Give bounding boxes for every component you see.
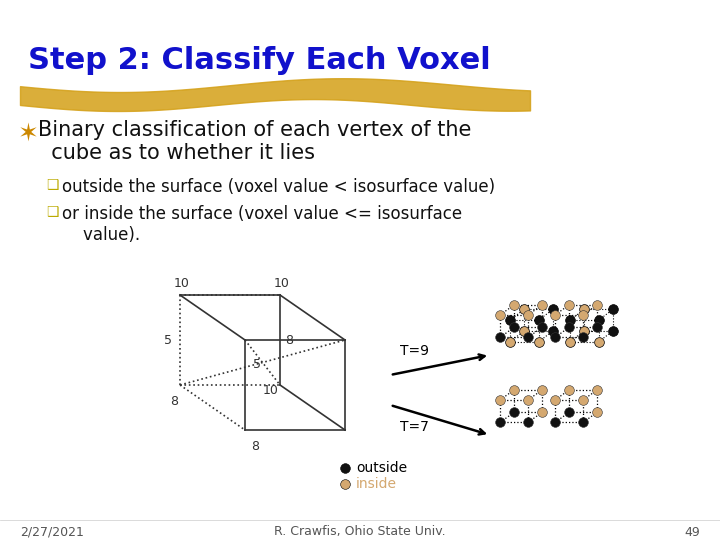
Text: ❑: ❑ [46,178,58,192]
Text: 49: 49 [684,525,700,538]
Text: R. Crawfis, Ohio State Univ.: R. Crawfis, Ohio State Univ. [274,525,446,538]
Text: 5: 5 [164,334,172,347]
Text: Binary classification of each vertex of the
  cube as to whether it lies: Binary classification of each vertex of … [38,120,472,163]
Text: 8: 8 [251,440,259,453]
Text: 8: 8 [285,334,293,347]
Text: outside the surface (voxel value < isosurface value): outside the surface (voxel value < isosu… [62,178,495,196]
Text: T=9: T=9 [400,344,429,358]
Text: 10: 10 [274,277,290,290]
Text: 10: 10 [174,277,190,290]
Text: inside: inside [356,477,397,491]
Text: outside: outside [356,461,407,475]
Text: 10: 10 [263,383,279,396]
Text: 8: 8 [170,395,178,408]
Text: ✶: ✶ [18,122,39,146]
Text: 5: 5 [253,358,261,371]
Text: T=7: T=7 [400,420,429,434]
Text: or inside the surface (voxel value <= isosurface
    value).: or inside the surface (voxel value <= is… [62,205,462,244]
Text: Step 2: Classify Each Voxel: Step 2: Classify Each Voxel [28,46,491,75]
Text: 2/27/2021: 2/27/2021 [20,525,84,538]
Text: ❑: ❑ [46,205,58,219]
